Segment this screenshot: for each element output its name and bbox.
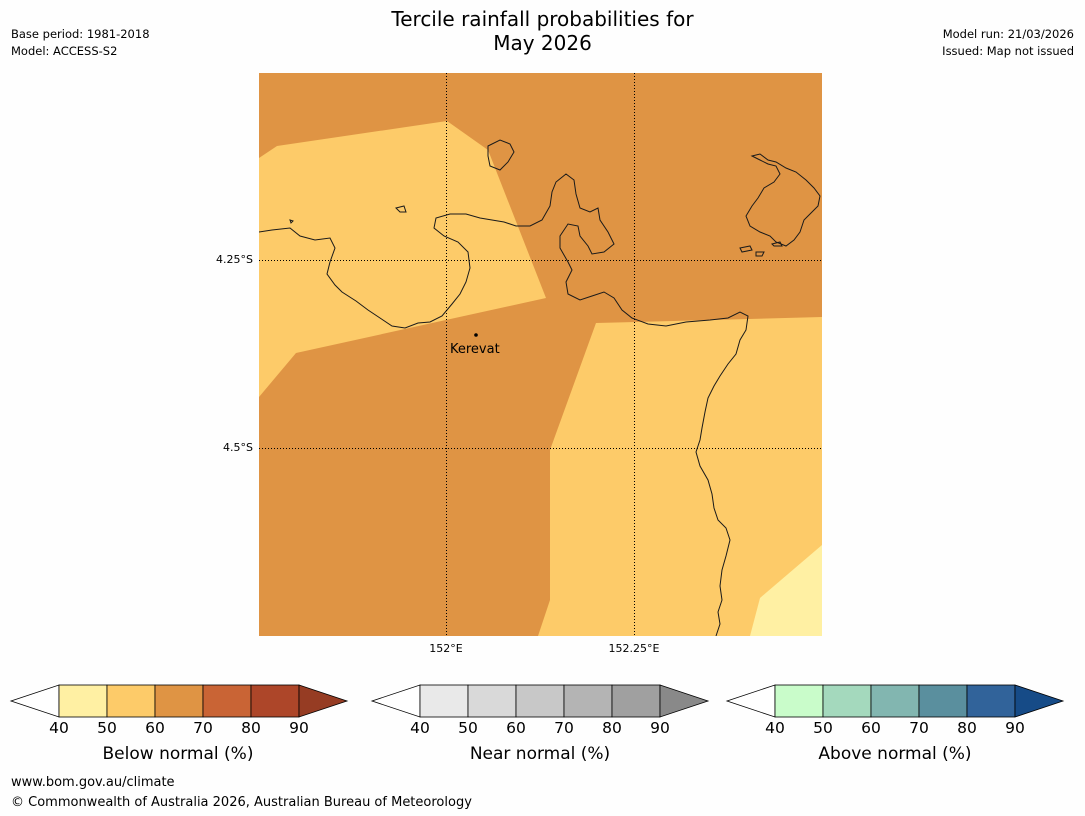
title-line-2: May 2026 (493, 31, 592, 55)
graticule (259, 73, 822, 636)
colorbar-below-tick: 50 (97, 719, 117, 737)
colorbar-above-tick: 70 (909, 719, 929, 737)
colorbar-above-tick: 80 (957, 719, 977, 737)
colorbar-below-tick: 90 (289, 719, 309, 737)
title-line-1: Tercile rainfall probabilities for (391, 7, 694, 31)
kerevat-marker (474, 333, 478, 337)
lon-label-152e: 152°E (429, 642, 463, 655)
map-area (259, 73, 822, 636)
colorbar-near-tick: 50 (458, 719, 478, 737)
lat-label-4-25s: 4.25°S (216, 253, 253, 266)
colorbar-below-segment (250, 684, 300, 718)
colorbar-label-near: Near normal (%) (469, 744, 611, 764)
colorbar-below-segment (154, 684, 204, 718)
region-40-50-se (750, 545, 822, 636)
meta-right: Model run: 21/03/2026 Issued: Map not is… (942, 26, 1074, 60)
colorbar-above-tick: 90 (1005, 719, 1025, 737)
colorbar-label-above: Above normal (%) (818, 744, 972, 764)
colorbar-near-segment (563, 684, 613, 718)
colorbar-near-segment (419, 684, 469, 718)
colorbar-below-segment (202, 684, 252, 718)
colorbar-above-under (725, 684, 776, 718)
colorbar-near-segment (611, 684, 661, 718)
colorbar-near-over (659, 684, 710, 718)
colorbar-near-tick: 90 (650, 719, 670, 737)
colorbar-below-segment (106, 684, 156, 718)
colorbar-near-segment (467, 684, 517, 718)
colorbar-above-tick: 50 (813, 719, 833, 737)
colorbar-near-under (370, 684, 421, 718)
colorbar-above-segment (966, 684, 1016, 718)
lat-label-4-5s: 4.5°S (223, 441, 253, 454)
colorbars-svg (9, 684, 1065, 718)
colorbar-near-tick: 80 (602, 719, 622, 737)
colorbar-below-segment (58, 684, 108, 718)
colorbar-above-over (1014, 684, 1065, 718)
place-label-kerevat: Kerevat (450, 342, 500, 357)
region-50-60-se (538, 317, 822, 636)
colorbar-below-tick: 40 (49, 719, 69, 737)
colorbar-above-segment (918, 684, 968, 718)
footer-url[interactable]: www.bom.gov.au/climate (11, 775, 175, 790)
region-50-60-nw (259, 121, 546, 397)
model-run: Model run: 21/03/2026 (942, 27, 1074, 41)
meta-left: Base period: 1981-2018 Model: ACCESS-S2 (11, 26, 150, 60)
colorbar-above-segment (870, 684, 920, 718)
colorbar-above-segment (774, 684, 824, 718)
colorbar-above-tick: 40 (765, 719, 785, 737)
issued-status: Issued: Map not issued (942, 44, 1074, 58)
colorbar-above-segment (822, 684, 872, 718)
colorbar-below-tick: 60 (145, 719, 165, 737)
colorbar-near-tick: 60 (506, 719, 526, 737)
colorbar-label-below: Below normal (%) (102, 744, 254, 764)
colorbar-below-over (298, 684, 349, 718)
colorbar-below-tick: 80 (241, 719, 261, 737)
footer-copyright: © Commonwealth of Australia 2026, Austra… (11, 795, 472, 810)
map-title: Tercile rainfall probabilities for May 2… (0, 7, 1085, 55)
base-period: Base period: 1981-2018 (11, 27, 150, 41)
colorbar-near-tick: 70 (554, 719, 574, 737)
colorbar-above-tick: 60 (861, 719, 881, 737)
colorbar-below-under (9, 684, 60, 718)
colorbar-near-segment (515, 684, 565, 718)
lon-label-152-25e: 152.25°E (608, 642, 660, 655)
colorbar-below-tick: 70 (193, 719, 213, 737)
coastline (259, 139, 821, 636)
model-name: Model: ACCESS-S2 (11, 44, 118, 58)
colorbar-near-tick: 40 (410, 719, 430, 737)
